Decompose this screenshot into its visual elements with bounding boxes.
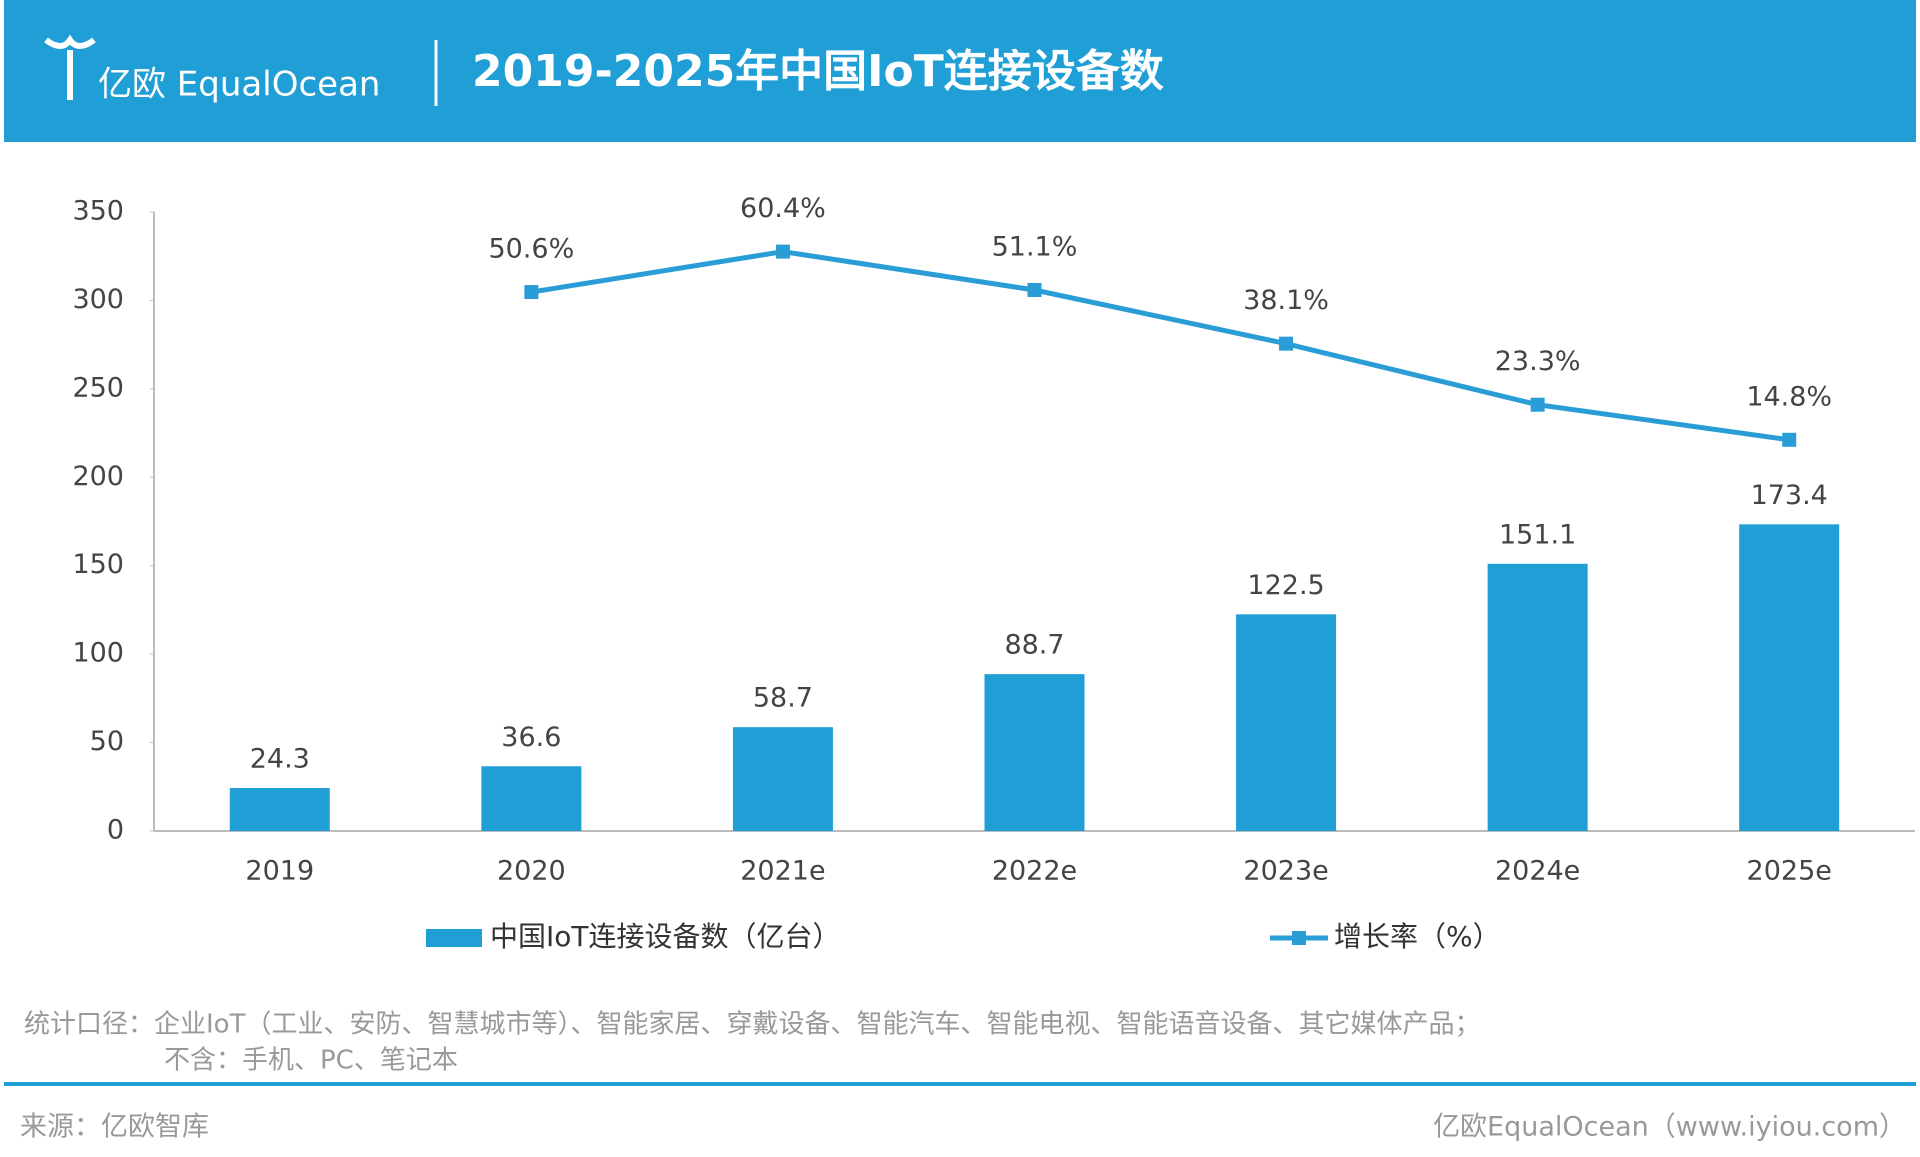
header-band	[4, 0, 1916, 142]
x-tick-label: 2024e	[1495, 856, 1580, 887]
x-tick-label: 2019	[245, 856, 314, 887]
data-label: 23.3%	[1495, 346, 1581, 377]
line	[530, 249, 1790, 443]
bar	[984, 674, 1085, 831]
bar	[481, 766, 582, 831]
bar	[229, 788, 330, 831]
y-tick-label: 100	[72, 638, 124, 669]
note: 统计口径：企业IoT（工业、安防、智慧城市等）、智能家居、穿戴设备、智能汽车、智…	[24, 1010, 1480, 1040]
y-tick-label: 300	[72, 284, 124, 315]
bar	[1487, 563, 1588, 831]
data-label: 151.1	[1499, 519, 1576, 550]
data-label: 122.5	[1247, 570, 1324, 601]
data-label: 38.1%	[1243, 285, 1329, 316]
marker	[524, 285, 539, 300]
y-tick-label: 250	[72, 372, 124, 403]
data-label: 14.8%	[1746, 381, 1832, 412]
y-tick-label: 0	[107, 815, 124, 846]
x-tick-label: 2023e	[1243, 856, 1328, 887]
bar	[732, 727, 833, 831]
data-label: 51.1%	[992, 231, 1078, 262]
legend-label: 中国IoT连接设备数（亿台）	[490, 920, 841, 953]
marker	[1782, 432, 1797, 447]
credit: 亿欧EqualOcean（www.iyiou.com）	[1433, 1112, 1906, 1143]
marker	[1279, 336, 1294, 351]
data-label: 36.6	[501, 722, 561, 753]
logo-text: 亿欧 EqualOcean	[98, 65, 380, 105]
data-label: 58.7	[753, 683, 813, 714]
source: 来源：亿欧智库	[20, 1112, 209, 1143]
bar	[1236, 614, 1337, 831]
data-label: 50.6%	[488, 234, 574, 265]
legend-swatch	[1292, 931, 1306, 945]
note: 不含：手机、PC、笔记本	[164, 1046, 458, 1076]
x-tick-label: 2025e	[1747, 856, 1832, 887]
y-tick-label: 50	[90, 726, 124, 757]
x-tick-label: 2021e	[740, 856, 825, 887]
bar	[1739, 524, 1840, 831]
data-label: 60.4%	[740, 193, 826, 224]
marker	[1530, 397, 1545, 412]
legend-label: 增长率（%）	[1334, 920, 1501, 953]
data-label: 173.4	[1751, 480, 1828, 511]
chart-title: 2019-2025年中国IoT连接设备数	[472, 46, 1164, 97]
y-tick-label: 150	[72, 549, 124, 580]
data-label: 88.7	[1004, 630, 1064, 661]
legend-swatch	[426, 929, 482, 947]
x-tick-label: 2020	[497, 856, 566, 887]
y-tick-label: 350	[72, 196, 124, 227]
logo-mark	[44, 34, 96, 100]
marker	[775, 244, 790, 259]
y-tick-label: 200	[72, 461, 124, 492]
data-label: 24.3	[250, 744, 310, 775]
marker	[1027, 282, 1042, 297]
x-tick-label: 2022e	[992, 856, 1077, 887]
